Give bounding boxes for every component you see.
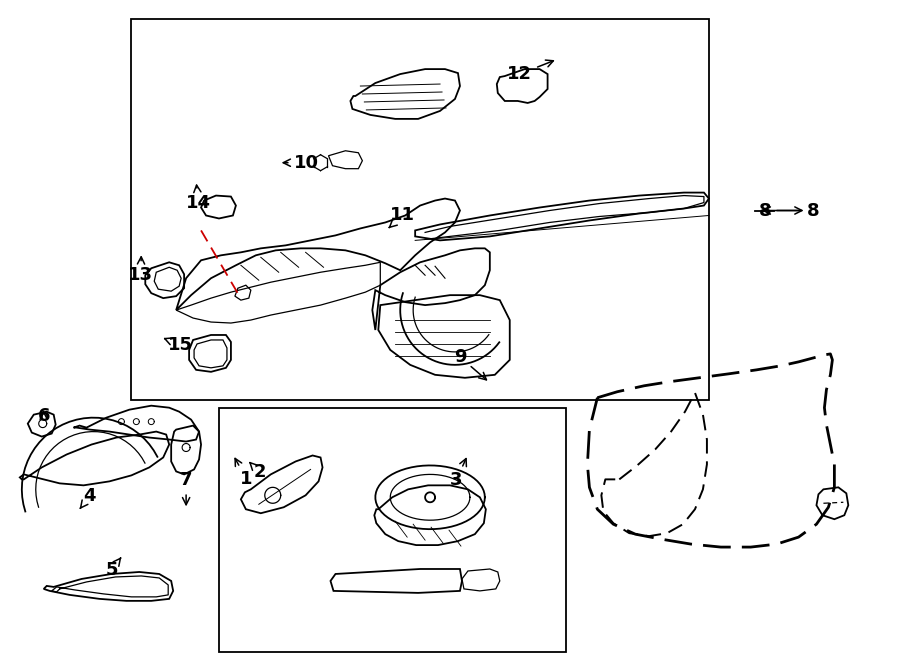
Text: 11: 11 xyxy=(389,206,415,227)
Text: 10: 10 xyxy=(284,154,319,172)
Bar xyxy=(131,19,709,400)
Text: 7: 7 xyxy=(180,471,193,505)
Text: 1: 1 xyxy=(235,459,253,488)
Text: 6: 6 xyxy=(38,407,50,424)
Text: 8: 8 xyxy=(759,202,802,219)
Text: 2: 2 xyxy=(250,463,266,481)
Text: 13: 13 xyxy=(129,257,153,284)
Text: 9: 9 xyxy=(454,348,486,380)
Text: 5: 5 xyxy=(105,558,121,579)
Text: 8: 8 xyxy=(763,202,819,219)
Text: 15: 15 xyxy=(165,336,194,354)
Text: 14: 14 xyxy=(186,185,211,212)
Text: 12: 12 xyxy=(508,60,554,83)
Text: 3: 3 xyxy=(450,459,466,489)
Bar xyxy=(219,408,565,652)
Text: 4: 4 xyxy=(80,487,95,508)
